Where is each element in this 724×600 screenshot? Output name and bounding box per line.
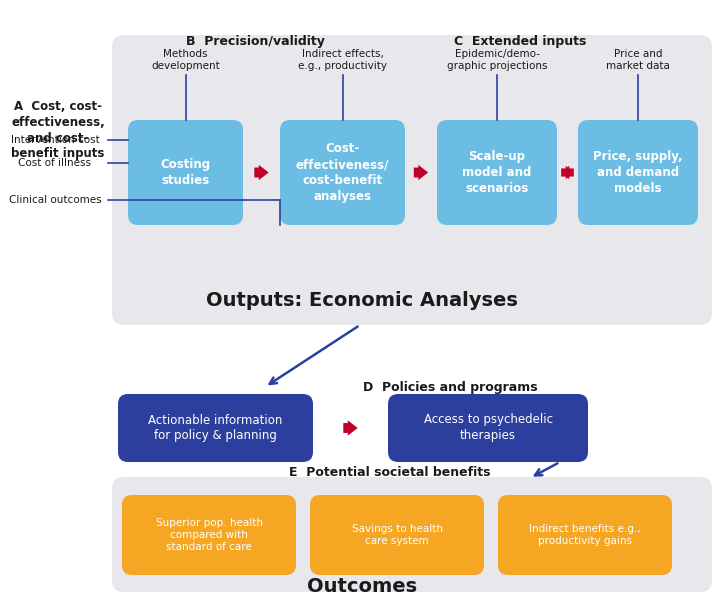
Text: Clinical outcomes: Clinical outcomes	[9, 195, 101, 205]
Text: Actionable information
for policy & planning: Actionable information for policy & plan…	[148, 413, 282, 443]
Text: Superior pop. health
compared with
standard of care: Superior pop. health compared with stand…	[156, 518, 263, 553]
Text: Outcomes: Outcomes	[307, 577, 417, 595]
Text: Scale-up
model and
scenarios: Scale-up model and scenarios	[463, 150, 531, 195]
FancyArrow shape	[254, 165, 269, 180]
FancyBboxPatch shape	[122, 495, 296, 575]
Text: Price and
market data: Price and market data	[606, 49, 670, 71]
Text: Price, supply,
and demand
models: Price, supply, and demand models	[593, 150, 683, 195]
Text: C  Extended inputs: C Extended inputs	[454, 35, 586, 49]
FancyBboxPatch shape	[280, 120, 405, 225]
FancyBboxPatch shape	[498, 495, 672, 575]
FancyArrow shape	[414, 165, 428, 180]
Text: Indirect benefits e.g.,
productivity gains: Indirect benefits e.g., productivity gai…	[529, 524, 641, 546]
Text: Access to psychedelic
therapies: Access to psychedelic therapies	[424, 413, 552, 443]
FancyBboxPatch shape	[128, 120, 243, 225]
Text: Intervention cost: Intervention cost	[11, 135, 99, 145]
Text: E  Potential societal benefits: E Potential societal benefits	[290, 466, 491, 479]
Text: Costing
studies: Costing studies	[161, 158, 211, 187]
Text: B  Precision/validity: B Precision/validity	[185, 35, 324, 49]
FancyBboxPatch shape	[388, 394, 588, 462]
Text: Cost of illness: Cost of illness	[19, 158, 91, 168]
FancyBboxPatch shape	[578, 120, 698, 225]
FancyBboxPatch shape	[112, 477, 712, 592]
FancyArrow shape	[343, 421, 358, 436]
FancyBboxPatch shape	[437, 120, 557, 225]
Text: Indirect effects,
e.g., productivity: Indirect effects, e.g., productivity	[298, 49, 387, 71]
Text: Cost-
effectiveness/
cost-benefit
analyses: Cost- effectiveness/ cost-benefit analys…	[296, 142, 390, 203]
FancyBboxPatch shape	[118, 394, 313, 462]
Text: D  Policies and programs: D Policies and programs	[363, 380, 537, 394]
Text: A  Cost, cost-
effectiveness,
and cost-
benefit inputs: A Cost, cost- effectiveness, and cost- b…	[11, 100, 105, 160]
Text: Epidemic/demo-
graphic projections: Epidemic/demo- graphic projections	[447, 49, 547, 71]
FancyBboxPatch shape	[310, 495, 484, 575]
Text: Outputs: Economic Analyses: Outputs: Economic Analyses	[206, 290, 518, 310]
Text: Savings to health
care system: Savings to health care system	[351, 524, 442, 546]
FancyArrow shape	[561, 166, 574, 179]
FancyArrow shape	[561, 166, 574, 179]
FancyBboxPatch shape	[112, 35, 712, 325]
Text: Methods
development: Methods development	[151, 49, 220, 71]
